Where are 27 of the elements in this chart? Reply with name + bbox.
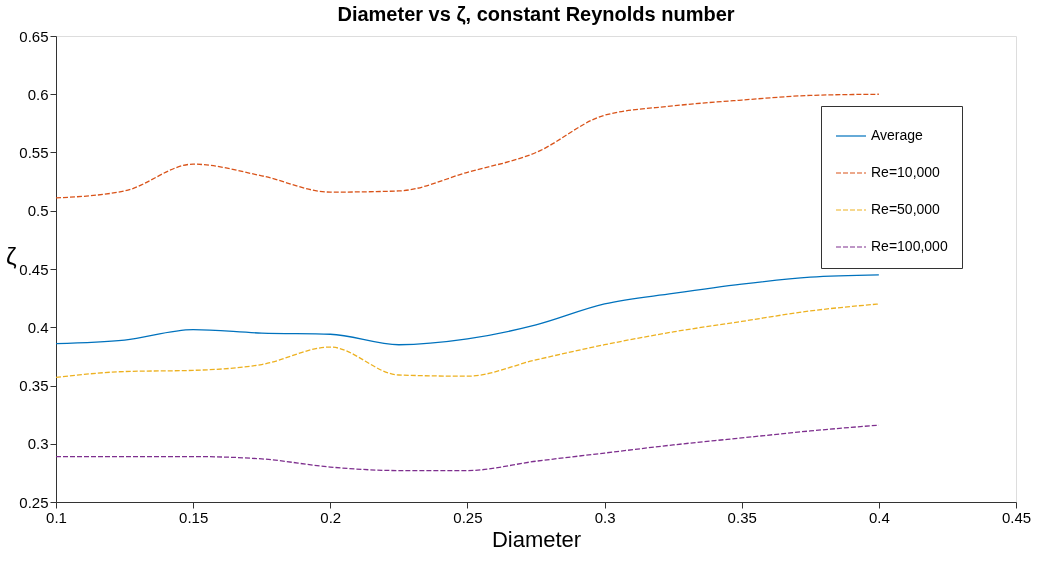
y-tick-label: 0.5: [27, 202, 49, 220]
x-tick-label: 0.3: [594, 508, 616, 526]
y-tick-label: 0.25: [19, 493, 49, 511]
legend-label: Re=10,000: [871, 164, 941, 180]
chart-title: Diameter vs ζ, constant Reynolds number: [337, 3, 735, 25]
x-axis-title: Diameter: [491, 526, 582, 552]
line-series: [55, 424, 880, 472]
legend-label: Re=50,000: [871, 201, 941, 217]
y-tick-label: 0.3: [27, 435, 49, 453]
x-tick-label: 0.25: [453, 508, 483, 526]
line-series: [55, 274, 880, 346]
y-tick-label: 0.55: [19, 144, 49, 161]
x-tick-label: 0.45: [1001, 508, 1032, 526]
y-tick-label: 0.65: [19, 27, 49, 45]
legend-label: Average: [871, 127, 924, 143]
x-tick-label: 0.2: [320, 508, 342, 526]
x-tick-label: 0.35: [727, 508, 757, 526]
legend-label: Re=100,000: [871, 238, 948, 254]
y-tick-label: 0.4: [27, 318, 49, 336]
x-tick-label: 0.4: [868, 508, 890, 526]
x-tick-label: 0.1: [46, 508, 67, 526]
x-tick-label: 0.15: [179, 508, 209, 526]
y-tick-label: 0.35: [19, 377, 49, 394]
line-series: [55, 303, 880, 378]
y-tick-label: 0.45: [19, 260, 49, 278]
y-axis-title: ζ: [6, 242, 18, 270]
y-tick-label: 0.6: [27, 85, 49, 103]
